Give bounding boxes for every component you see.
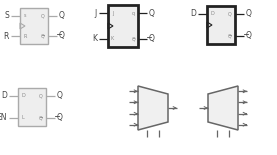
Text: L: L <box>22 115 24 120</box>
Text: Q: Q <box>149 34 155 43</box>
Text: Q: Q <box>246 9 252 18</box>
Polygon shape <box>208 86 238 130</box>
Text: Q: Q <box>39 93 43 98</box>
Polygon shape <box>138 86 168 130</box>
Text: Q: Q <box>59 11 65 20</box>
Text: R: R <box>23 34 27 39</box>
Bar <box>207 6 235 44</box>
Text: K: K <box>92 34 97 43</box>
Text: Q: Q <box>41 34 45 39</box>
Text: s: s <box>24 13 26 18</box>
Text: Q: Q <box>132 36 135 41</box>
Text: S: S <box>4 11 9 20</box>
Text: q: q <box>132 11 135 16</box>
Text: J: J <box>112 11 113 16</box>
Text: EN: EN <box>0 113 7 122</box>
Text: Q: Q <box>228 11 232 16</box>
Text: D: D <box>190 9 196 18</box>
Text: D: D <box>1 91 7 100</box>
Text: Q: Q <box>57 113 63 122</box>
Text: Q: Q <box>57 91 63 100</box>
Bar <box>20 8 48 44</box>
Text: R: R <box>4 32 9 41</box>
Text: Q: Q <box>59 31 65 40</box>
Text: D: D <box>21 93 25 98</box>
Text: Q: Q <box>41 13 45 18</box>
Bar <box>18 88 46 126</box>
Bar <box>108 5 138 47</box>
Text: D: D <box>210 11 214 16</box>
Text: Q: Q <box>39 115 43 120</box>
Text: Q: Q <box>228 33 232 38</box>
Text: Q: Q <box>246 31 252 40</box>
Text: Q: Q <box>149 9 155 18</box>
Text: J: J <box>95 9 97 18</box>
Text: K: K <box>111 36 114 41</box>
